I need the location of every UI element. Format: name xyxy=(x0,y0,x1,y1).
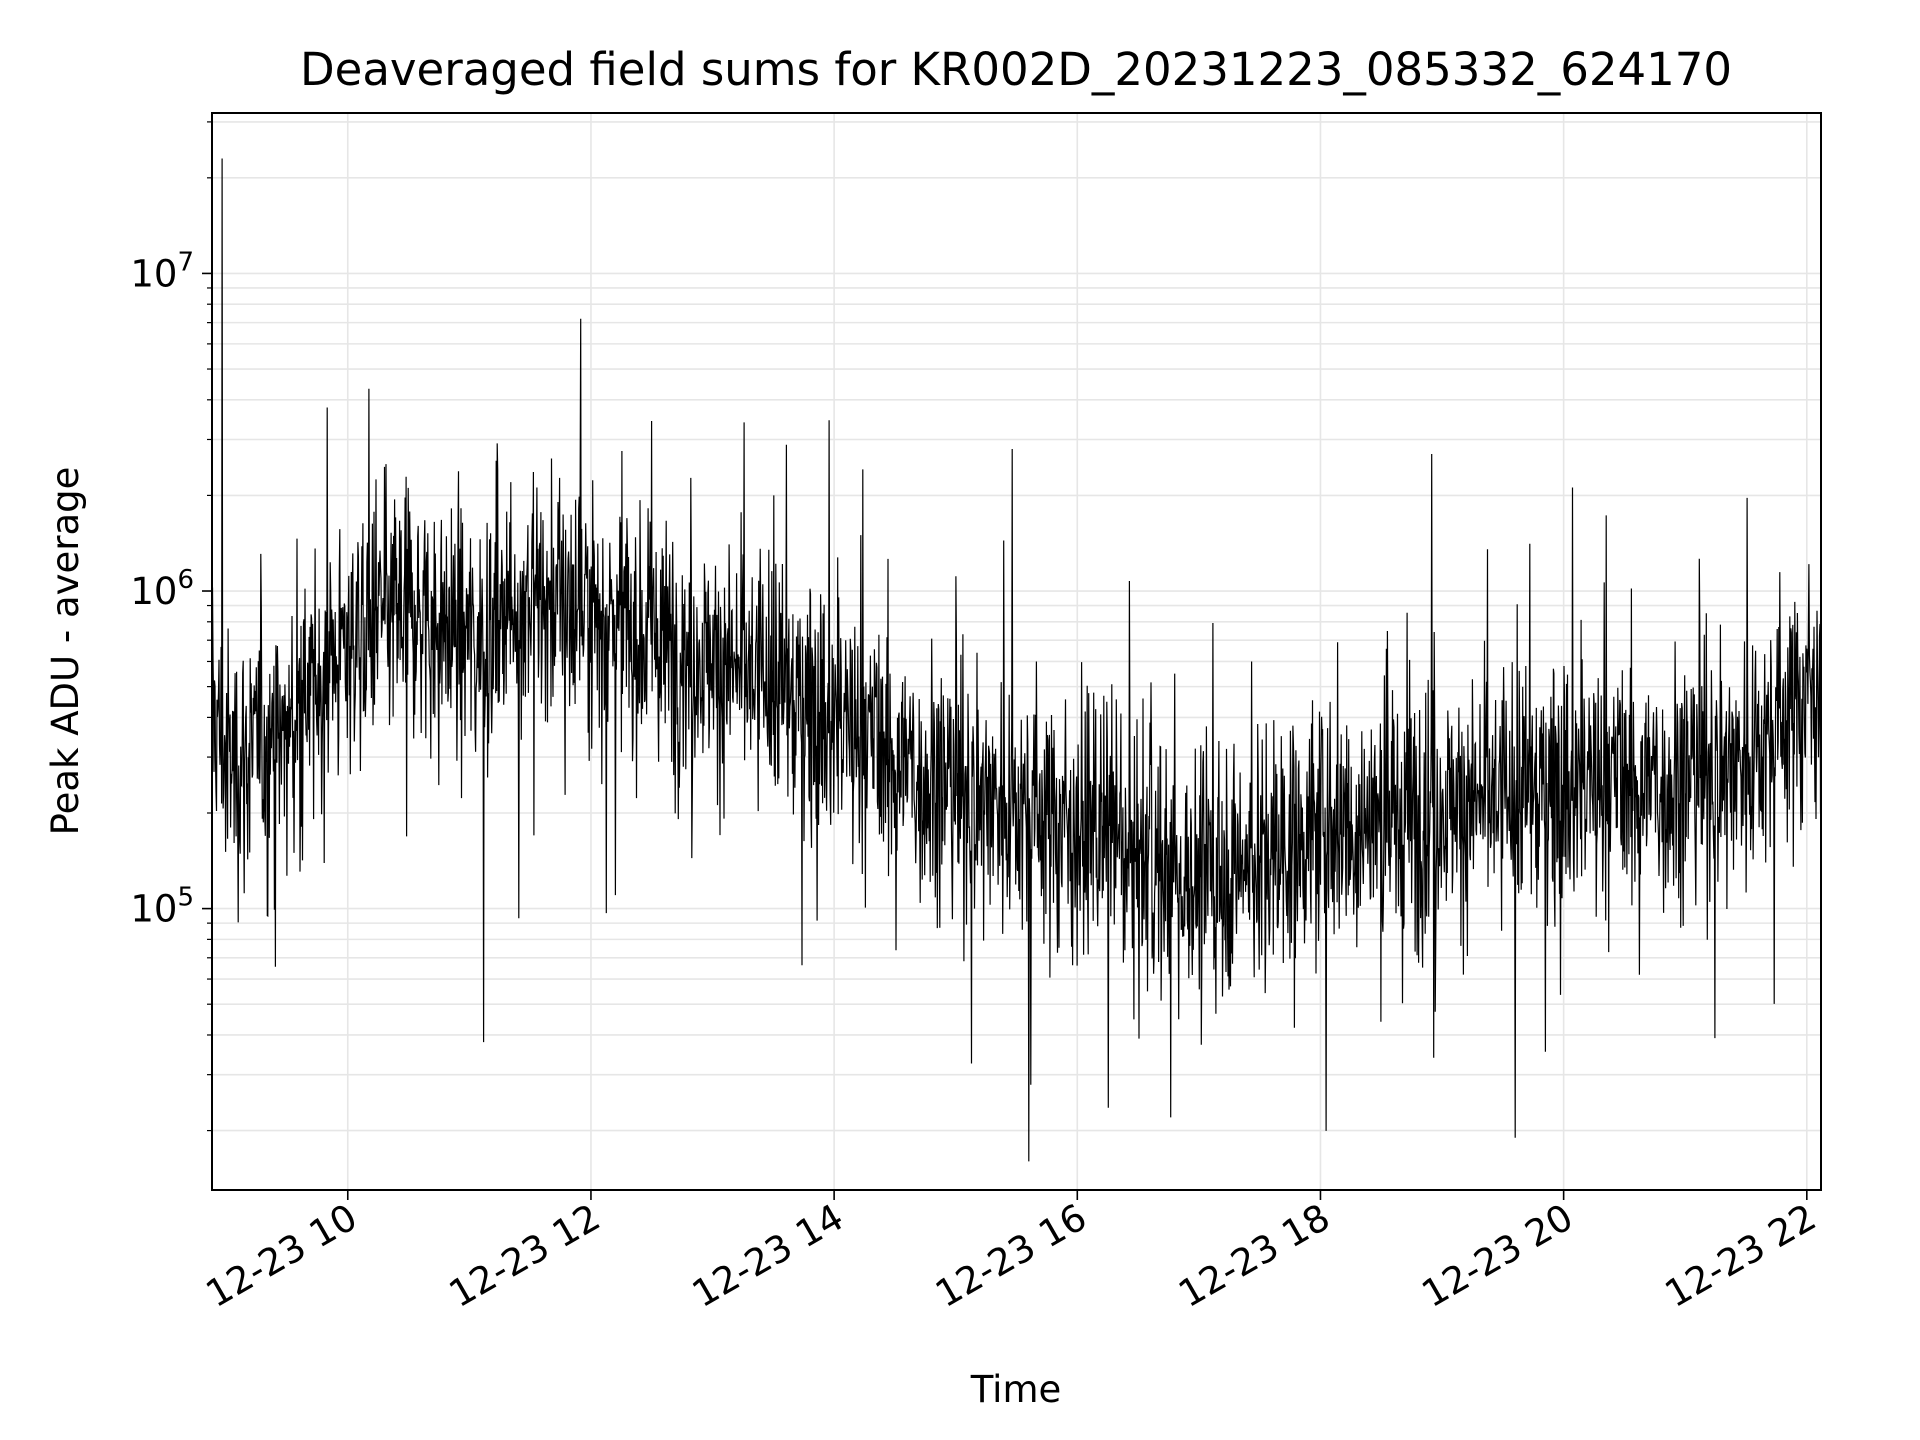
series-line-group xyxy=(211,158,1822,1162)
series-line xyxy=(211,158,1822,1162)
y-axis-label: Peak ADU - average xyxy=(44,467,87,836)
y-axis: 105 106 107 xyxy=(130,121,212,1132)
y-tick-label: 107 xyxy=(130,247,194,295)
plot-area-frame xyxy=(211,112,1822,1191)
y-tick-label: 106 xyxy=(130,565,194,613)
chart-title: Deaveraged field sums for KR002D_2023122… xyxy=(300,43,1732,96)
y-tick-label: 105 xyxy=(130,883,194,931)
x-axis-label: Time xyxy=(970,1368,1062,1411)
